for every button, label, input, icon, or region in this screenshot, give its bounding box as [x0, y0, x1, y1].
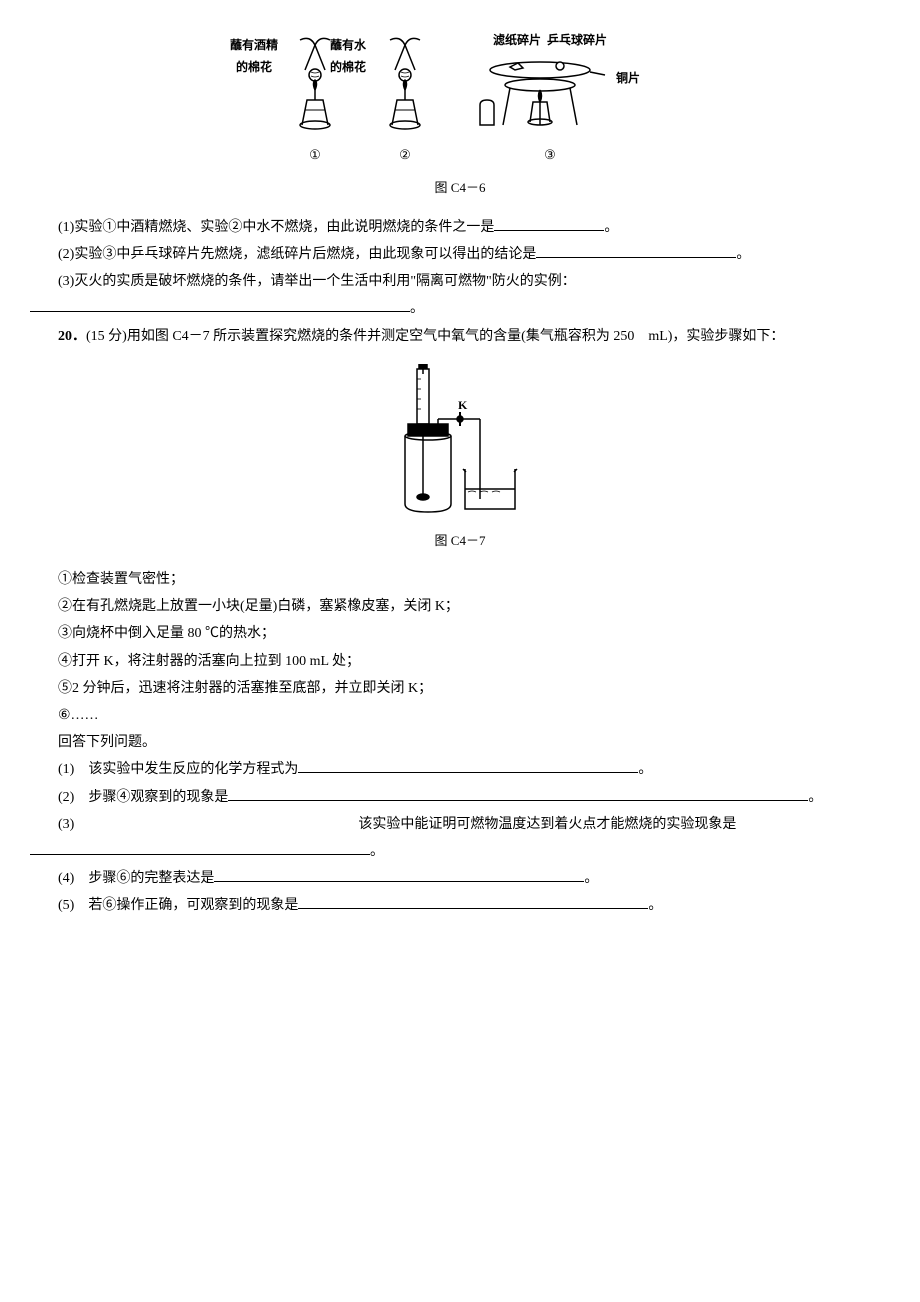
- fig3-label-top: 滤纸碎片 乒乓球碎片: [465, 30, 635, 52]
- q20-3-blank: 。: [30, 839, 890, 864]
- fig6-caption: 图 C4－6: [30, 176, 890, 199]
- fig1-label: 蘸有酒精 的棉花: [230, 35, 278, 78]
- blank-20-4: [214, 868, 584, 882]
- blank-20-5: [298, 895, 648, 909]
- q20-2: (2) 步骤④观察到的现象是。: [30, 785, 890, 810]
- figure-c4-6-row: 蘸有酒精 的棉花 ① 蘸有水 的棉花: [30, 30, 890, 166]
- q19-2: (2)实验③中乒乓球碎片先燃烧，滤纸碎片后燃烧，由此现象可以得出的结论是。: [30, 242, 890, 267]
- q20-s6: ⑥……: [30, 703, 890, 728]
- fig-num-2: ②: [399, 143, 411, 166]
- q20-1: (1) 该实验中发生反应的化学方程式为。: [30, 757, 890, 782]
- blank-19-2: [536, 244, 736, 258]
- figure-c4-7-wrap: K: [30, 364, 890, 524]
- fig3-label-part: 铜片: [616, 68, 640, 90]
- q19-3: (3)灭火的实质是破坏燃烧的条件，请举出一个生活中利用"隔离可燃物"防火的实例：: [30, 269, 890, 294]
- q20-intro: 回答下列问题。: [30, 730, 890, 755]
- figure-item-3: 滤纸碎片 乒乓球碎片 铜片: [465, 30, 635, 166]
- q20-s1: ①检查装置气密性；: [30, 567, 890, 592]
- blank-19-1: [494, 217, 604, 231]
- q19-3-blank-line: 。: [30, 296, 890, 321]
- q20-s3: ③向烧杯中倒入足量 80 ℃的热水；: [30, 621, 890, 646]
- q20-header: 20．(15 分)用如图 C4－7 所示装置探究燃烧的条件并测定空气中氧气的含量…: [30, 324, 890, 349]
- blank-20-1: [298, 759, 638, 773]
- q20-4: (4) 步骤⑥的完整表达是。: [30, 866, 890, 891]
- q20-3: (3) 该实验中能证明可燃物温度达到着火点才能燃烧的实验现象是: [30, 812, 890, 837]
- blank-20-2: [228, 787, 808, 801]
- apparatus-svg: K: [380, 364, 540, 524]
- blank-19-3: [30, 298, 410, 312]
- q20-s4: ④打开 K，将注射器的活塞向上拉到 100 mL 处；: [30, 649, 890, 674]
- q19-1: (1)实验①中酒精燃烧、实验②中水不燃烧，由此说明燃烧的条件之一是。: [30, 215, 890, 240]
- figure-item-2: 蘸有水 的棉花 ②: [375, 30, 435, 166]
- fig-num-1: ①: [309, 143, 321, 166]
- tongs-burner-2-svg: [375, 30, 435, 140]
- q20-number: 20．: [58, 329, 86, 344]
- q20-s2: ②在有孔燃烧匙上放置一小块(足量)白磷，塞紧橡皮塞，关闭 K；: [30, 594, 890, 619]
- blank-20-3: [30, 841, 370, 855]
- label-k: K: [458, 398, 468, 412]
- fig7-caption: 图 C4－7: [30, 529, 890, 552]
- fig2-label: 蘸有水 的棉花: [330, 35, 366, 78]
- fig-num-3: ③: [544, 143, 556, 166]
- q20-s5: ⑤2 分钟后，迅速将注射器的活塞推至底部，并立即关闭 K；: [30, 676, 890, 701]
- q20-5: (5) 若⑥操作正确，可观察到的现象是。: [30, 893, 890, 918]
